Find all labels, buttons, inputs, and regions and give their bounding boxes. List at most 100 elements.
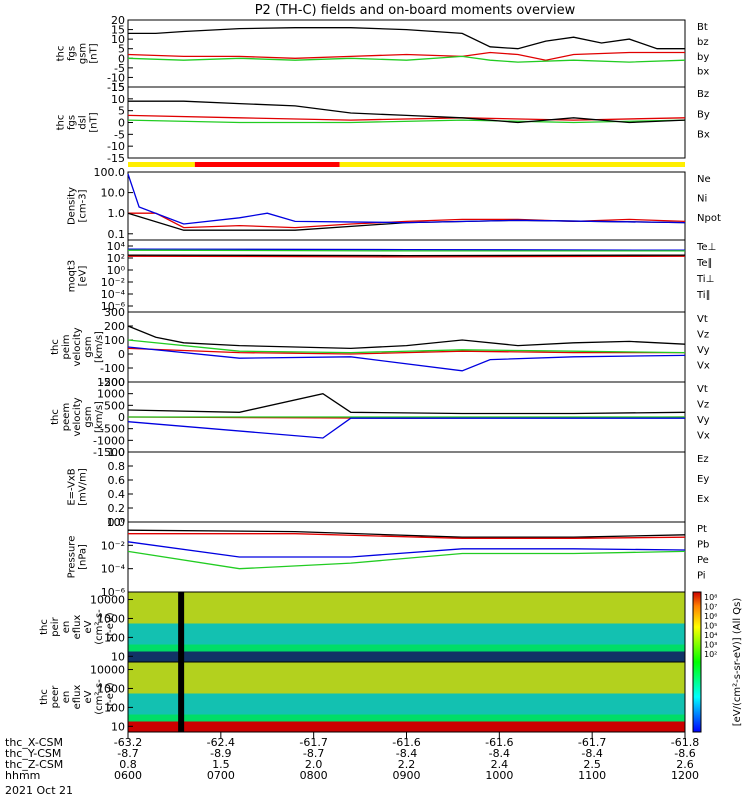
legend-entry: Ey — [697, 474, 709, 485]
series-line-3 — [127, 339, 686, 354]
series-line-3 — [127, 248, 686, 251]
x-axis-value: 0600 — [114, 769, 142, 782]
y-axis-label-line: eV — [83, 690, 94, 703]
y-axis-label-line: peer — [50, 685, 61, 709]
panel-peer-en-eflux: 10000 1000 100 10 thcpeerenefluxeV(cm²-s-sr-… — [39, 661, 686, 733]
x-axis-value: 1.5 — [212, 758, 230, 771]
y-tick-label: 100 — [104, 701, 125, 714]
y-axis-label-line: E=-VxB — [67, 468, 78, 505]
legend-entry: Npot — [697, 213, 721, 224]
y-tick-label: 0.0 — [108, 516, 126, 529]
y-tick-label: 0.8 — [108, 460, 126, 473]
legend-entry: Vy — [697, 345, 710, 356]
y-axis-label-line: peim — [61, 334, 72, 359]
x-axis-value: -8.7 — [117, 747, 138, 760]
y-tick-label: 10.0 — [101, 187, 126, 200]
y-axis-label-line: thc — [56, 46, 67, 62]
y-tick-label: 500 — [104, 399, 125, 412]
panel-frame — [127, 451, 686, 523]
x-axis-value: -61.7 — [299, 736, 327, 749]
y-axis-label-line: (cm²-s- — [94, 679, 105, 715]
y-axis-label-line: [nT] — [89, 112, 100, 132]
legend-entry: Pi — [697, 571, 706, 582]
y-tick-label: 10⁰ — [107, 264, 126, 277]
y-axis-label-line: en — [61, 691, 72, 704]
heatmap-data-gap — [178, 592, 185, 662]
x-axis-value: -8.6 — [674, 747, 695, 760]
y-axis-label-line: moqt3 — [67, 260, 78, 293]
legend-entry: Ex — [697, 494, 709, 505]
series-line-2 — [128, 533, 686, 539]
y-tick-label: 10⁻⁴ — [101, 563, 126, 576]
y-tick-label: 1500 — [97, 376, 125, 389]
y-tick-label: 10 — [111, 650, 125, 663]
y-axis-label: thcpeimvelocitygsm[km/s] — [50, 327, 105, 366]
x-axis-value: 2.2 — [398, 758, 416, 771]
legend-entry: By — [697, 109, 710, 120]
legend-entry: Ni — [697, 193, 707, 204]
y-tick-label: 200 — [104, 320, 125, 333]
y-axis-label-line: thc — [56, 115, 67, 131]
y-tick-label: 15 — [111, 24, 125, 37]
y-tick-label: 100 — [104, 334, 125, 347]
legend-entry: Pb — [697, 540, 709, 551]
y-tick-label: 100 — [104, 631, 125, 644]
y-axis-label-line: eV — [83, 620, 94, 633]
colorbar-gradient — [692, 591, 702, 733]
y-axis-label-line: velocity — [72, 397, 83, 436]
heatmap-data-gap — [178, 662, 185, 732]
x-axis-value: 2.6 — [676, 758, 694, 771]
mode-bar — [128, 162, 685, 167]
legend-entry: Ti⊥ — [696, 274, 714, 285]
y-axis-label-line: [nT] — [89, 43, 100, 63]
y-tick-label: 10⁴ — [107, 240, 126, 253]
y-tick-label: 10 — [111, 93, 125, 106]
colorbar-label: [eV/(cm²-s-sr-eV)] (All Qs) — [732, 598, 743, 727]
y-axis-label-line: thc — [50, 409, 61, 425]
legend-entry: Vy — [697, 415, 710, 426]
y-axis-label-line: [km/s] — [94, 401, 105, 433]
y-tick-label: 0.1 — [108, 228, 126, 241]
legend-entry: Ez — [697, 454, 709, 465]
colorbar-tick-label: 10⁸ — [704, 593, 717, 602]
x-axis-value: -8.7 — [303, 747, 324, 760]
y-axis-label-line: eflux — [72, 615, 83, 640]
y-tick-label: 10⁻⁶ — [101, 300, 126, 313]
x-axis-value: 1200 — [671, 769, 699, 782]
y-tick-label: 0 — [118, 117, 125, 130]
legend-entry: bz — [697, 37, 709, 48]
y-tick-label: 1000 — [97, 388, 125, 401]
y-tick-label: 20 — [111, 14, 125, 27]
panel-e-field: 1.00.80.60.40.20.0 E=-VxB[mV/m] Ez Ey Ex — [67, 446, 710, 529]
y-axis-label: thcpeerenefluxeV(cm²-s-sr-eV) — [39, 679, 116, 715]
legend-entry: Vt — [697, 314, 708, 325]
y-tick-label: 300 — [104, 306, 125, 319]
y-tick-label: 1000 — [97, 682, 125, 695]
y-tick-label: 1000 — [97, 612, 125, 625]
y-axis-label-line: Density — [67, 187, 78, 225]
y-tick-label: 10⁻² — [101, 276, 125, 289]
y-tick-label: -15 — [107, 81, 125, 94]
y-tick-label: 0 — [118, 348, 125, 361]
legend-entry: Bt — [697, 22, 708, 33]
colorbar-tick-label: 10⁵ — [704, 622, 717, 631]
x-axis-value: 2.5 — [583, 758, 601, 771]
mode-bar-segment — [339, 162, 685, 167]
x-axis-row-label: thc_X-CSM — [5, 736, 63, 749]
x-axis-value: 0800 — [300, 769, 328, 782]
series-line-1 — [127, 255, 686, 258]
y-axis-label-line: [km/s] — [94, 331, 105, 363]
panel-density: 100.0 10.0 1.0 0.1 Density[cm-3] Ne Ni Npot — [67, 166, 721, 241]
legend-entry: Te⊥ — [696, 242, 716, 253]
y-tick-label: 0.6 — [108, 474, 126, 487]
y-tick-label: -15 — [107, 152, 125, 165]
colorbar-tick-label: 10³ — [704, 641, 717, 650]
y-tick-label: -500 — [100, 423, 125, 436]
mode-bar-segment — [128, 162, 195, 167]
x-axis-value: 2.4 — [491, 758, 509, 771]
y-tick-label: -1500 — [93, 446, 125, 459]
legend-entry: Bx — [697, 130, 710, 141]
y-tick-label: 0.2 — [108, 502, 126, 515]
